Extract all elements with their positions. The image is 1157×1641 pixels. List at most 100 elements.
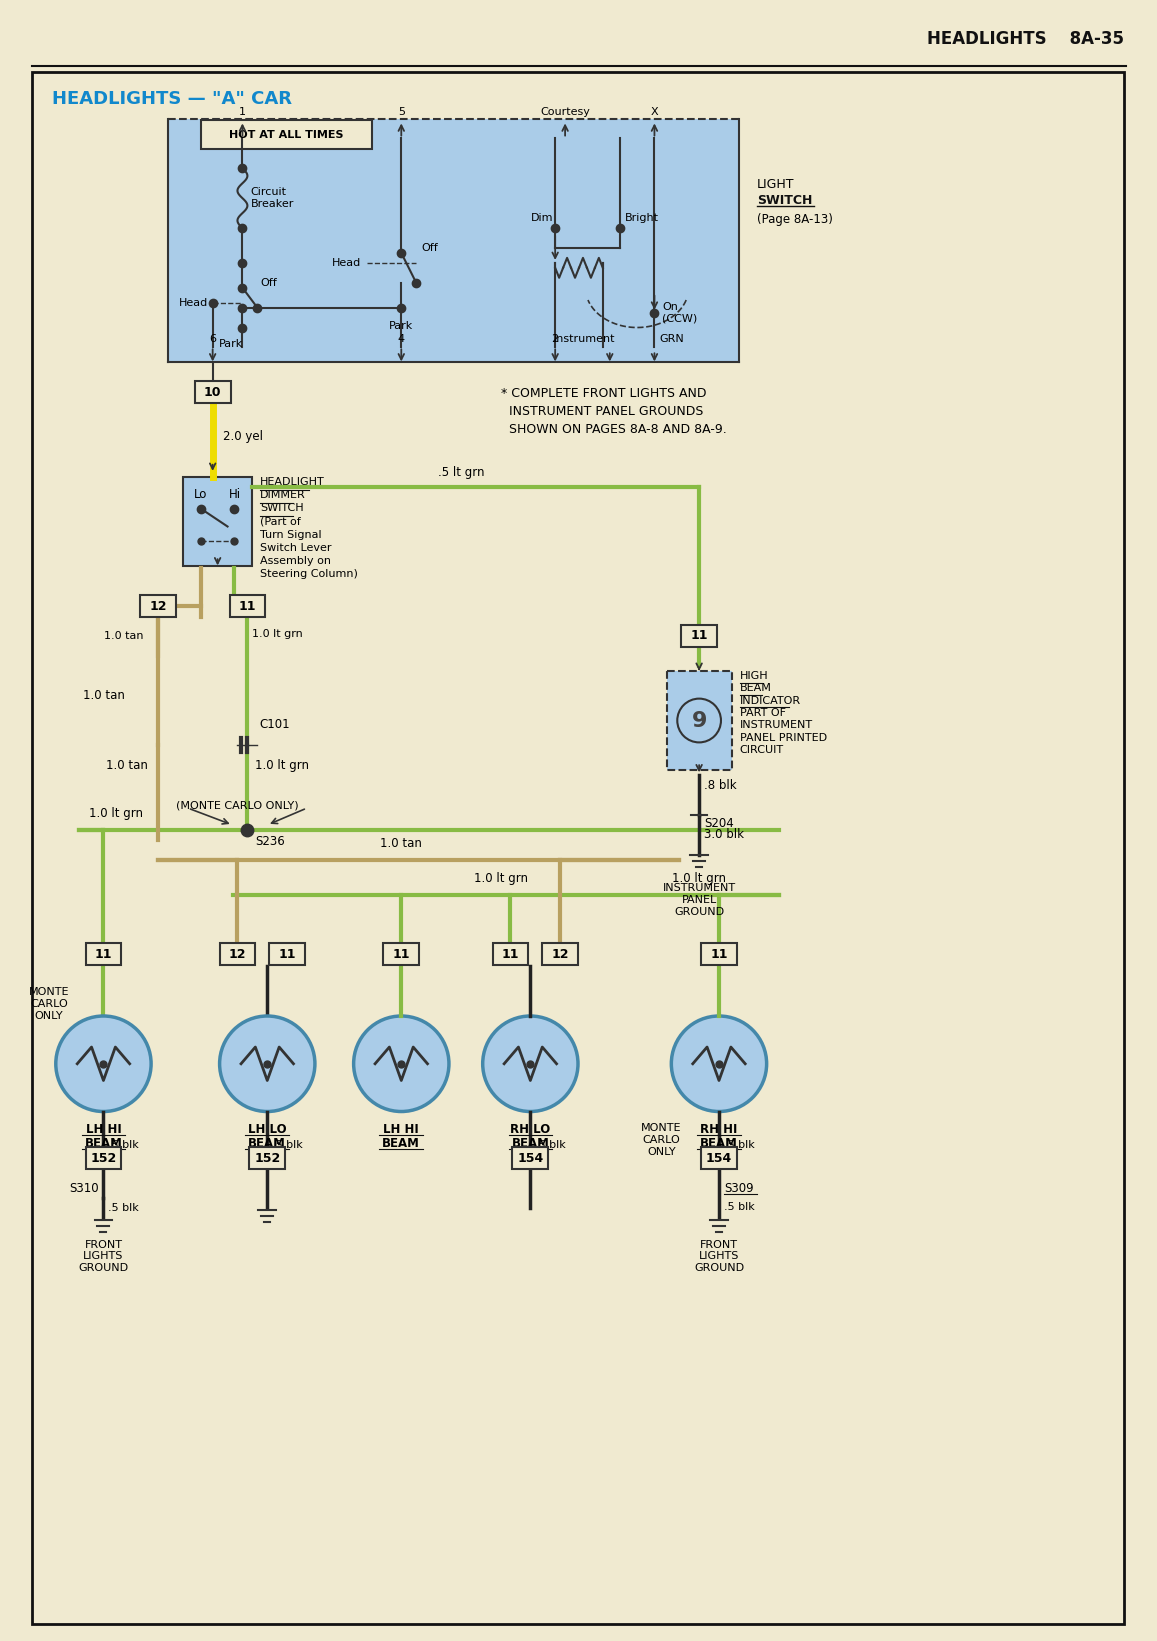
Text: HEADLIGHTS — "A" CAR: HEADLIGHTS — "A" CAR (52, 90, 292, 108)
Text: LH HI: LH HI (383, 1124, 419, 1137)
Text: 10: 10 (204, 386, 221, 399)
Bar (140, 596, 176, 617)
Bar (183, 478, 252, 566)
Text: X: X (650, 107, 658, 117)
Text: 152: 152 (90, 1152, 117, 1165)
Bar (681, 625, 717, 647)
Text: 2.0 yel: 2.0 yel (222, 430, 263, 443)
Text: 1.0 tan: 1.0 tan (106, 760, 148, 773)
Bar (168, 118, 739, 363)
Text: .5 lt grn: .5 lt grn (437, 466, 484, 479)
Text: Lo: Lo (194, 487, 207, 501)
Text: 12: 12 (149, 599, 167, 612)
Text: Park: Park (389, 320, 413, 330)
Text: 1.0 tan: 1.0 tan (104, 630, 143, 642)
Text: RH LO: RH LO (510, 1124, 551, 1137)
Text: 1.0 lt grn: 1.0 lt grn (252, 629, 303, 638)
Text: 11: 11 (691, 630, 708, 642)
Text: BEAM: BEAM (511, 1137, 550, 1150)
Text: 1.0 tan: 1.0 tan (381, 837, 422, 850)
Text: On
(CCW): On (CCW) (663, 302, 698, 323)
Bar (668, 671, 732, 770)
Text: C101: C101 (259, 719, 290, 732)
Bar (86, 1147, 121, 1170)
Text: HEADLIGHTS    8A-35: HEADLIGHTS 8A-35 (927, 30, 1125, 48)
Circle shape (354, 1016, 449, 1111)
Text: S236: S236 (256, 835, 285, 848)
Text: 3.0 blk: 3.0 blk (705, 829, 744, 842)
Text: .5 blk: .5 blk (724, 1140, 754, 1150)
Text: FRONT
LIGHTS
GROUND: FRONT LIGHTS GROUND (79, 1241, 128, 1273)
Circle shape (677, 699, 721, 742)
Text: BEAM: BEAM (84, 1137, 123, 1150)
Circle shape (482, 1016, 578, 1111)
Text: LIGHT: LIGHT (757, 179, 794, 192)
Text: S309: S309 (724, 1182, 753, 1195)
Circle shape (56, 1016, 152, 1111)
Text: .5 blk: .5 blk (724, 1203, 754, 1213)
Bar (194, 381, 230, 404)
Bar (250, 1147, 285, 1170)
Text: BEAM: BEAM (249, 1137, 286, 1150)
Text: SWITCH: SWITCH (757, 194, 812, 207)
Circle shape (220, 1016, 315, 1111)
Bar (701, 944, 737, 965)
Text: HOT AT ALL TIMES: HOT AT ALL TIMES (229, 130, 344, 139)
Bar (493, 944, 529, 965)
Text: .5 blk: .5 blk (536, 1140, 566, 1150)
Text: 12: 12 (229, 948, 246, 962)
Text: Off: Off (421, 243, 437, 253)
Text: .5 blk: .5 blk (109, 1140, 139, 1150)
Text: Park: Park (219, 340, 243, 350)
Text: Dim: Dim (531, 213, 553, 223)
Text: BEAM: BEAM (700, 1137, 738, 1150)
Text: Off: Off (260, 277, 277, 287)
Text: 154: 154 (706, 1152, 732, 1165)
Text: Circuit
Breaker: Circuit Breaker (250, 187, 294, 208)
Text: 6: 6 (209, 335, 216, 345)
Text: Head: Head (178, 297, 208, 307)
Text: S310: S310 (69, 1182, 98, 1195)
Bar (513, 1147, 548, 1170)
Text: 1.0 lt grn: 1.0 lt grn (256, 760, 309, 773)
Text: 1.0 lt grn: 1.0 lt grn (473, 871, 528, 884)
Text: * COMPLETE FRONT LIGHTS AND
  INSTRUMENT PANEL GROUNDS
  SHOWN ON PAGES 8A-8 AND: * COMPLETE FRONT LIGHTS AND INSTRUMENT P… (501, 387, 727, 437)
Text: 9: 9 (692, 711, 707, 730)
Bar (543, 944, 578, 965)
Text: 12: 12 (552, 948, 569, 962)
Text: 11: 11 (279, 948, 296, 962)
Text: GRN: GRN (659, 335, 684, 345)
Bar (229, 596, 265, 617)
Bar (270, 944, 305, 965)
Text: FRONT
LIGHTS
GROUND: FRONT LIGHTS GROUND (694, 1241, 744, 1273)
Text: 1: 1 (239, 107, 246, 117)
Text: HEADLIGHT
DIMMER
SWITCH
(Part of
Turn Signal
Switch Lever
Assembly on
Steering C: HEADLIGHT DIMMER SWITCH (Part of Turn Si… (260, 478, 359, 579)
Text: (Page 8A-13): (Page 8A-13) (757, 213, 833, 226)
Text: LH HI: LH HI (86, 1124, 121, 1137)
Text: 11: 11 (710, 948, 728, 962)
Text: RH HI: RH HI (700, 1124, 738, 1137)
Text: 11: 11 (392, 948, 410, 962)
Text: 152: 152 (255, 1152, 280, 1165)
Text: 11: 11 (95, 948, 112, 962)
Text: 1.0 lt grn: 1.0 lt grn (672, 871, 727, 884)
Circle shape (671, 1016, 767, 1111)
Text: LH LO: LH LO (248, 1124, 287, 1137)
Text: 2: 2 (552, 335, 559, 345)
Text: 4: 4 (398, 335, 405, 345)
Text: Bright: Bright (625, 213, 658, 223)
Text: Head: Head (332, 258, 362, 267)
Text: HIGH
BEAM
INDICATOR
PART OF
INSTRUMENT
PANEL PRINTED
CIRCUIT: HIGH BEAM INDICATOR PART OF INSTRUMENT P… (739, 671, 827, 755)
Bar (701, 1147, 737, 1170)
Text: .5 blk: .5 blk (109, 1203, 139, 1213)
Text: INSTRUMENT
PANEL
GROUND: INSTRUMENT PANEL GROUND (663, 883, 736, 917)
Text: 5: 5 (398, 107, 405, 117)
Text: 11: 11 (238, 599, 256, 612)
Text: 154: 154 (517, 1152, 544, 1165)
Text: Courtesy: Courtesy (540, 107, 590, 117)
Text: 1.0 lt grn: 1.0 lt grn (89, 807, 142, 820)
Text: 1.0 tan: 1.0 tan (82, 689, 125, 702)
Text: .5 blk: .5 blk (272, 1140, 303, 1150)
Text: MONTE
CARLO
ONLY: MONTE CARLO ONLY (29, 988, 69, 1021)
Text: .8 blk: .8 blk (705, 779, 737, 791)
